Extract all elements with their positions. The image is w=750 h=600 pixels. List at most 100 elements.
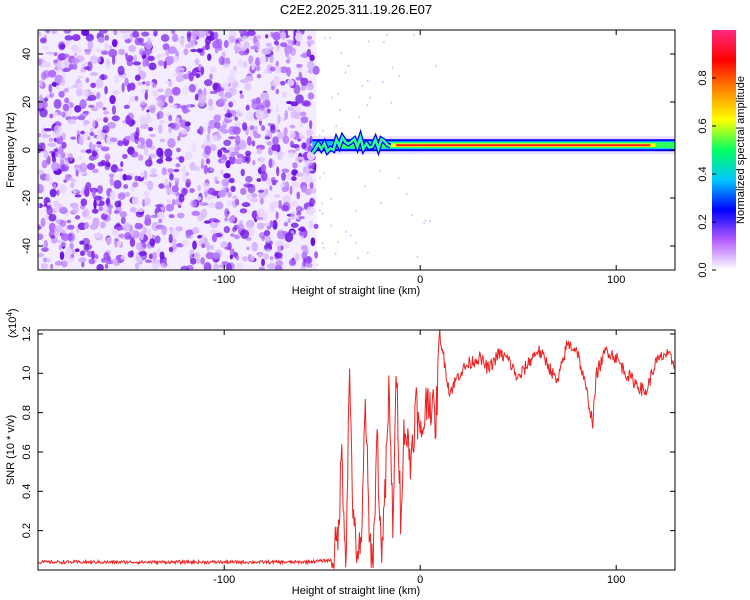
noise-speckle bbox=[165, 80, 172, 84]
noise-speckle bbox=[124, 135, 132, 140]
noise-speckle bbox=[182, 104, 189, 114]
noise-speckle bbox=[129, 206, 137, 213]
noise-speckle bbox=[96, 91, 101, 99]
noise-speckle bbox=[240, 229, 250, 239]
noise-speckle bbox=[235, 113, 240, 118]
noise-speckle bbox=[200, 257, 206, 265]
noise-speckle bbox=[148, 62, 157, 71]
noise-speckle bbox=[245, 175, 253, 183]
noise-speckle bbox=[89, 55, 99, 64]
noise-speckle bbox=[84, 188, 90, 197]
noise-speckle bbox=[124, 52, 129, 59]
noise-speckle bbox=[208, 202, 216, 209]
noise-speckle bbox=[53, 148, 59, 152]
noise-speckle bbox=[189, 188, 195, 194]
noise-speckle bbox=[273, 40, 279, 46]
noise-speckle bbox=[288, 151, 295, 159]
snr-frame bbox=[37, 329, 676, 571]
noise-speckle bbox=[213, 114, 221, 122]
noise-speckle bbox=[175, 67, 185, 71]
noise-speckle bbox=[218, 56, 225, 66]
noise-speckle bbox=[58, 244, 62, 251]
noise-speckle bbox=[38, 144, 43, 154]
noise-speckle bbox=[129, 237, 136, 248]
noise-speckle bbox=[113, 30, 118, 36]
noise-speckle bbox=[43, 128, 52, 132]
noise-speckle bbox=[181, 73, 191, 80]
noise-speckle bbox=[122, 222, 131, 232]
faint-speckle bbox=[337, 241, 339, 244]
noise-speckle bbox=[236, 224, 245, 230]
noise-speckle bbox=[109, 176, 114, 186]
noise-speckle bbox=[138, 65, 142, 74]
noise-speckle bbox=[314, 251, 319, 259]
noise-speckle bbox=[140, 42, 146, 46]
noise-speckle bbox=[185, 178, 191, 188]
noise-speckle bbox=[267, 122, 272, 127]
noise-speckle bbox=[87, 136, 91, 141]
noise-speckle bbox=[150, 33, 154, 37]
noise-speckle bbox=[236, 43, 244, 48]
noise-speckle bbox=[83, 222, 90, 229]
noise-speckle bbox=[313, 223, 319, 230]
noise-speckle bbox=[215, 180, 220, 184]
noise-speckle bbox=[175, 117, 180, 123]
noise-speckle bbox=[104, 160, 111, 171]
noise-speckle bbox=[244, 82, 252, 91]
noise-speckle bbox=[296, 191, 301, 200]
faint-speckle bbox=[319, 176, 321, 179]
faint-speckle bbox=[358, 116, 360, 119]
noise-speckle bbox=[171, 198, 176, 206]
noise-speckle bbox=[261, 171, 268, 182]
snr-multiplier: (x104) bbox=[5, 308, 19, 338]
noise-speckle bbox=[282, 195, 291, 204]
noise-speckle bbox=[187, 103, 191, 109]
noise-speckle bbox=[142, 227, 148, 235]
faint-speckle bbox=[335, 125, 337, 128]
noise-speckle bbox=[85, 33, 94, 42]
noise-speckle bbox=[48, 222, 56, 233]
noise-speckle bbox=[159, 151, 164, 161]
noise-speckle bbox=[101, 129, 107, 133]
noise-speckle bbox=[159, 138, 166, 143]
faint-speckle bbox=[334, 252, 337, 255]
noise-speckle bbox=[285, 59, 291, 64]
noise-speckle bbox=[264, 98, 271, 109]
noise-speckle bbox=[246, 74, 254, 82]
noise-speckle bbox=[289, 140, 295, 148]
noise-speckle bbox=[296, 156, 305, 160]
noise-speckle bbox=[64, 87, 69, 93]
noise-speckle bbox=[287, 79, 295, 87]
faint-speckle bbox=[345, 230, 347, 233]
noise-speckle bbox=[100, 146, 110, 152]
noise-speckle bbox=[136, 208, 144, 213]
noise-speckle bbox=[76, 82, 83, 90]
noise-speckle bbox=[151, 82, 157, 89]
noise-speckle bbox=[165, 156, 173, 162]
noise-speckle bbox=[189, 161, 196, 171]
noise-speckle bbox=[144, 91, 148, 101]
noise-speckle bbox=[258, 55, 267, 64]
faint-speckle bbox=[357, 256, 360, 259]
noise-speckle bbox=[122, 153, 128, 160]
noise-speckle bbox=[130, 151, 139, 158]
faint-speckle bbox=[391, 66, 394, 69]
noise-speckle bbox=[178, 155, 185, 163]
noise-speckle bbox=[118, 233, 125, 238]
faint-speckle bbox=[316, 263, 318, 266]
x-tick-label: -100 bbox=[213, 274, 235, 286]
noise-speckle bbox=[284, 50, 290, 58]
noise-speckle bbox=[96, 185, 103, 194]
noise-speckle bbox=[57, 111, 67, 116]
noise-speckle bbox=[262, 248, 272, 252]
noise-speckle bbox=[251, 193, 258, 198]
noise-speckle bbox=[279, 66, 289, 74]
noise-speckle bbox=[56, 61, 66, 71]
noise-speckle bbox=[68, 63, 74, 70]
noise-speckle bbox=[67, 118, 76, 125]
noise-speckle bbox=[113, 261, 120, 266]
noise-speckle bbox=[100, 221, 106, 229]
noise-speckle bbox=[307, 162, 315, 169]
noise-speckle bbox=[182, 165, 187, 175]
noise-speckle bbox=[224, 112, 233, 118]
